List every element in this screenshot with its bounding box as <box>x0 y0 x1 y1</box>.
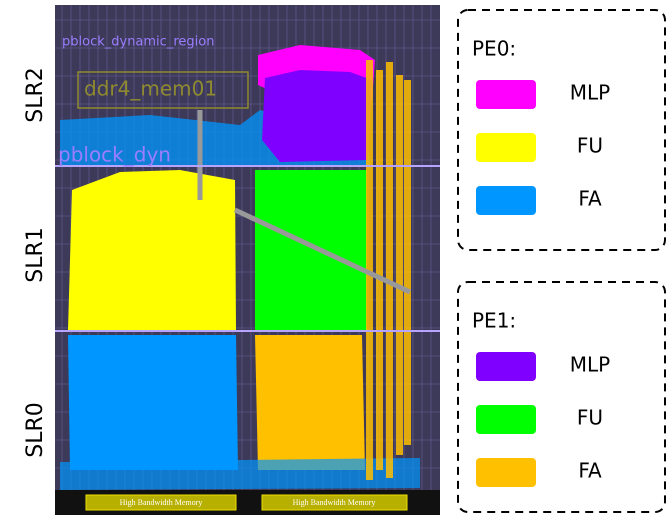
column <box>386 62 393 478</box>
legend-label: FA <box>578 187 602 211</box>
legend-title: PE0: <box>472 37 516 61</box>
column <box>404 80 411 445</box>
region-pe0-fu <box>68 170 236 330</box>
legend-items: MLP FU FA MLP FU FA <box>476 80 610 487</box>
figure: SLR2 SLR1 SLR0 pblock_dynamic_region ddr… <box>0 0 672 520</box>
slr-label: SLR2 <box>23 67 48 123</box>
region-pe1-fa <box>255 335 365 470</box>
hbm-label: High Bandwidth Memory <box>293 498 376 507</box>
region-label: ddr4_mem01 <box>84 77 217 101</box>
region-pe1-mlp <box>262 70 372 162</box>
legend-swatch <box>476 133 536 162</box>
legend-swatch <box>476 80 536 109</box>
region-pe0-fa <box>68 335 238 470</box>
floorplan: pblock_dynamic_region ddr4_mem01 pblock_… <box>55 5 440 515</box>
region-label: pblock_dynamic_region <box>62 35 214 50</box>
legend-label: MLP <box>570 353 610 377</box>
legend-swatch <box>476 186 536 215</box>
hbm-label: High Bandwidth Memory <box>120 498 203 507</box>
column <box>376 70 383 470</box>
region-pe1-fa-columns <box>366 60 411 480</box>
legend-label: FU <box>577 406 603 430</box>
legend-label: FA <box>578 459 602 483</box>
legend-swatch <box>476 458 536 487</box>
legend-title: PE1: <box>472 309 516 333</box>
region-label: pblock_dyn <box>58 143 171 167</box>
legend-swatch <box>476 405 536 434</box>
slr-label: SLR1 <box>23 227 48 283</box>
slr-label: SLR0 <box>23 402 48 458</box>
legend-label: MLP <box>570 81 610 105</box>
legend-label: FU <box>577 134 603 158</box>
region-pe1-fu <box>255 170 367 330</box>
legend-swatch <box>476 352 536 381</box>
column <box>396 75 403 455</box>
